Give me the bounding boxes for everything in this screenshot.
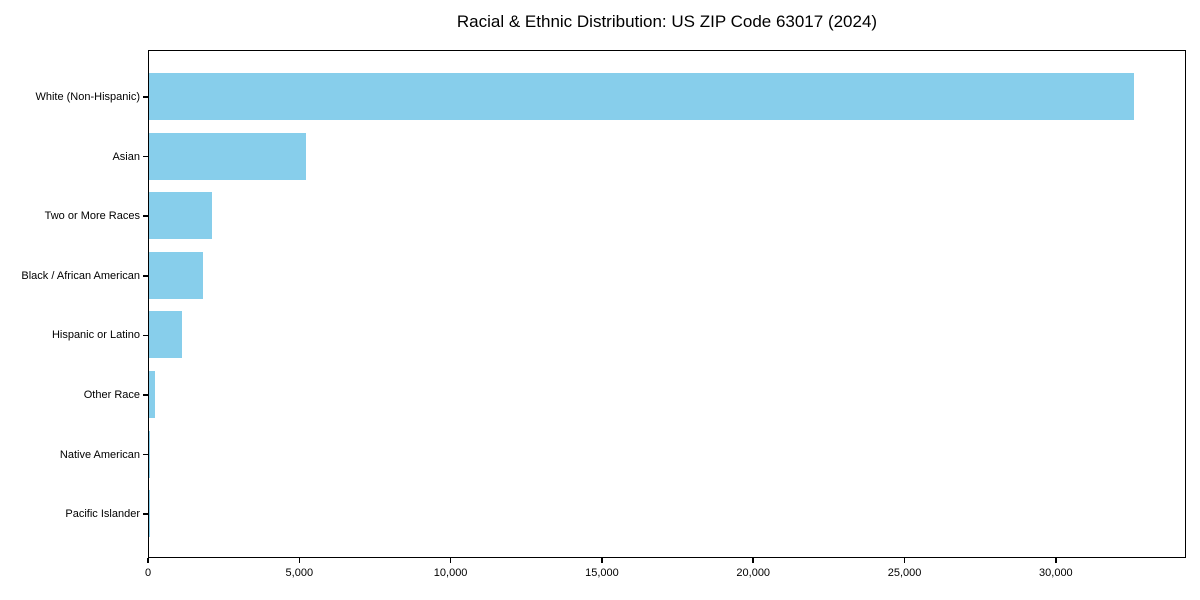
x-tick-mark bbox=[298, 558, 301, 563]
y-tick-label: Native American bbox=[59, 448, 140, 461]
x-tick-label: 10,000 bbox=[433, 567, 468, 579]
y-tick-mark bbox=[143, 155, 148, 158]
y-tick-label: Other Race bbox=[83, 389, 140, 401]
bar-native-american bbox=[149, 430, 151, 478]
x-tick-label: 30,000 bbox=[1039, 567, 1073, 579]
x-tick-label: 0 bbox=[144, 567, 152, 579]
bar-white-non-hispanic bbox=[149, 73, 1135, 120]
bar-asian bbox=[149, 132, 306, 180]
x-tick-label: 20,000 bbox=[736, 567, 771, 579]
y-tick-mark bbox=[143, 334, 148, 337]
x-tick-mark bbox=[752, 558, 754, 563]
x-tick-label: 5,000 bbox=[285, 567, 314, 579]
y-tick-label: White (Non-Hispanic) bbox=[35, 91, 140, 103]
x-tick-mark bbox=[1055, 558, 1057, 563]
plot-area bbox=[148, 50, 1186, 558]
y-tick-label: Two or More Races bbox=[44, 210, 140, 223]
y-tick-label: Hispanic or Latino bbox=[51, 329, 140, 342]
x-tick-label: 25,000 bbox=[887, 567, 922, 579]
x-tick-mark bbox=[449, 558, 452, 563]
y-tick-mark bbox=[143, 215, 148, 217]
y-tick-mark bbox=[143, 275, 148, 277]
bar-black-african-american bbox=[149, 251, 204, 299]
x-tick-label: 15,000 bbox=[585, 567, 619, 579]
chart-title: Racial & Ethnic Distribution: US ZIP Cod… bbox=[456, 12, 878, 31]
x-tick-mark bbox=[147, 558, 149, 563]
x-tick-mark bbox=[601, 558, 603, 563]
y-tick-mark bbox=[143, 394, 148, 396]
y-tick-label: Asian bbox=[112, 150, 140, 163]
y-tick-mark bbox=[143, 453, 148, 456]
x-tick-mark bbox=[903, 558, 906, 563]
y-tick-label: Black / African American bbox=[21, 269, 140, 282]
bar-other-race bbox=[149, 371, 155, 418]
bar-two-or-more-races bbox=[149, 192, 213, 240]
y-tick-mark bbox=[143, 96, 148, 98]
bar-hispanic-or-latino bbox=[149, 311, 182, 359]
y-tick-mark bbox=[143, 513, 148, 515]
y-tick-label: Pacific Islander bbox=[65, 508, 140, 521]
